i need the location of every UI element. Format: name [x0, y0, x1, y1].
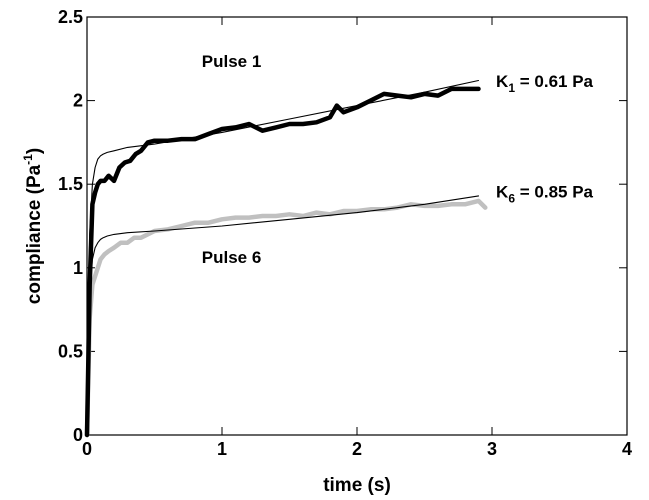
y-tick-label: 2.5: [58, 7, 83, 27]
fit-curve-3: [86, 195, 480, 436]
x-tick-label: 1: [217, 439, 227, 459]
pulse-label-2: Pulse 6: [202, 248, 262, 267]
y-tick-label: 1.5: [58, 174, 83, 194]
fit-curve-1: [86, 79, 480, 436]
y-axis-label-sup: -1: [21, 154, 35, 165]
k-subscript: 1: [508, 81, 515, 95]
y-tick-label: 0: [73, 425, 83, 445]
k-value-label: K6 = 0.85 Pa: [496, 183, 593, 206]
y-tick-label: 2: [73, 91, 83, 111]
x-tick-label: 2: [352, 439, 362, 459]
data-curve-0: [84, 86, 481, 438]
x-tick-label: 4: [622, 439, 632, 459]
x-axis-label: time (s): [323, 475, 391, 496]
series-group: [84, 79, 488, 438]
pulse-label-1: Pulse 1: [202, 52, 262, 71]
k-symbol: K: [496, 72, 509, 91]
y-axis-label-close: ): [24, 148, 45, 154]
y-tick-label: 1: [73, 258, 83, 278]
x-tick-label: 0: [82, 439, 92, 459]
y-axis-label: compliance (Pa-1): [21, 148, 45, 304]
y-axis-label-main: compliance (Pa: [24, 164, 45, 304]
k-value: = 0.61 Pa: [515, 72, 594, 91]
k-symbol: K: [496, 183, 509, 202]
data-curve-2: [84, 198, 488, 438]
k-value: = 0.85 Pa: [515, 183, 594, 202]
y-tick-label: 0.5: [58, 341, 83, 361]
k-value-label: K1 = 0.61 Pa: [496, 72, 593, 95]
k-subscript: 6: [508, 192, 515, 206]
axis-ticks: 0 1 2 3 4 0 0.5 1 1.5 2 2.5: [58, 7, 632, 459]
x-tick-label: 3: [487, 439, 497, 459]
